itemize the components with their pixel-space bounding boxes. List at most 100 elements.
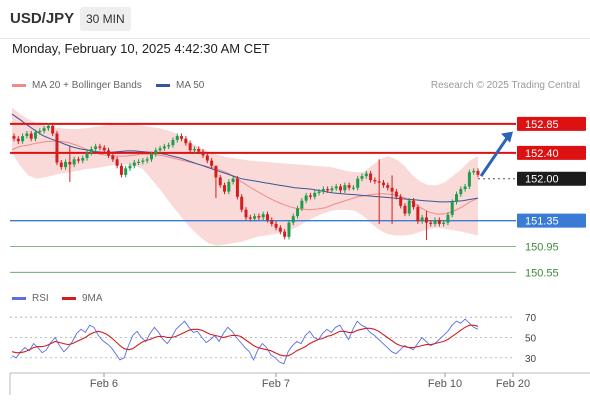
candle-body <box>265 214 269 221</box>
candle-body <box>145 159 149 161</box>
candle-body <box>184 138 188 144</box>
candle-body <box>394 191 398 197</box>
candle-body <box>386 185 390 188</box>
symbol-label: USD/JPY <box>10 10 75 27</box>
candle-body <box>231 178 235 182</box>
candle-body <box>94 146 98 150</box>
candle-body <box>89 149 93 153</box>
level-label-151-35: 151.35 <box>525 216 559 228</box>
candle-body <box>115 159 119 166</box>
candle-body <box>326 189 330 191</box>
candle-body <box>227 181 231 192</box>
candle-body <box>381 182 385 186</box>
candle-body <box>334 186 338 189</box>
candle-body <box>29 133 33 139</box>
candle-body <box>339 186 343 191</box>
candle-body <box>317 191 321 193</box>
candle-body <box>463 186 467 190</box>
candle-body <box>33 132 37 139</box>
candle-body <box>356 178 360 188</box>
legend-ma50: MA 50 <box>156 80 204 91</box>
candle-body <box>274 223 278 228</box>
candle-body <box>149 154 153 160</box>
candle-body <box>257 216 261 218</box>
candle-body <box>42 128 46 131</box>
forecast-arrow <box>479 131 513 177</box>
candle-body <box>124 168 128 175</box>
legend-rsi-label: RSI <box>32 293 49 304</box>
candle-body <box>76 159 80 161</box>
candle-body <box>175 136 179 140</box>
candle-body <box>313 192 317 197</box>
candle-body <box>223 185 227 192</box>
level-label-150-55: 150.55 <box>525 267 559 279</box>
candle-body <box>446 214 450 223</box>
candle-body <box>119 165 123 175</box>
candle-body <box>51 125 55 134</box>
candle-body <box>137 161 141 163</box>
timeframe-button[interactable]: 30 MIN <box>80 7 131 31</box>
candle-body <box>343 185 347 191</box>
candle-body <box>162 146 166 149</box>
chart-header: USD/JPY 30 MIN <box>0 0 590 39</box>
legend-ma50-label: MA 50 <box>176 80 205 91</box>
candle-body <box>59 162 63 168</box>
rsi-tick-30: 30 <box>525 354 537 365</box>
candle-body <box>188 143 192 151</box>
time-label-feb-20: Feb 20 <box>496 378 530 390</box>
candle-body <box>253 216 257 219</box>
level-label-152-00: 152.00 <box>525 174 559 186</box>
candle-body <box>412 200 416 208</box>
candle-body <box>210 160 214 166</box>
level-tag-151-35 <box>517 213 586 228</box>
candle-body <box>111 155 115 160</box>
rsi-line <box>11 318 479 365</box>
candle-body <box>287 222 291 237</box>
time-axis: Feb 6 Feb 7 Feb 10 Feb 20 <box>9 372 590 395</box>
candle-body <box>364 173 368 177</box>
candle-body <box>390 187 394 192</box>
candle-body <box>81 158 85 161</box>
candle-body <box>25 133 29 137</box>
candle-body <box>240 196 244 210</box>
legend-9ma-label: 9MA <box>82 293 103 304</box>
time-label-feb-7: Feb 7 <box>262 378 290 390</box>
candle-body <box>416 207 420 222</box>
ma9-swatch <box>62 296 76 300</box>
forecast-arrow-head <box>501 131 513 143</box>
rsi-swatch <box>12 296 26 300</box>
research-credit: Research © 2025 Trading Central <box>430 80 580 91</box>
legend-ma20: MA 20 + Bollinger Bands <box>12 80 142 91</box>
candle-body <box>351 187 355 189</box>
time-label-feb-6: Feb 6 <box>90 378 118 390</box>
candle-body <box>283 231 287 237</box>
candle-body <box>141 160 145 162</box>
candle-body <box>455 194 459 202</box>
candle-body <box>171 139 175 146</box>
level-tag-152-00 <box>517 171 586 186</box>
legend-ma20-label: MA 20 + Bollinger Bands <box>32 80 142 91</box>
candle-body <box>38 130 42 133</box>
ma50-swatch <box>156 83 170 87</box>
legend-rsi: RSI <box>12 293 49 304</box>
candle-body <box>304 195 308 201</box>
price-levels: 152.85 152.40 152.00 151.35 150.95 150.55 <box>10 116 586 279</box>
candle-body <box>291 216 295 223</box>
forecast-arrow-shaft <box>479 135 510 177</box>
rsi-panel: 70 50 30 <box>10 313 537 365</box>
candle-body <box>16 138 20 142</box>
candle-body <box>21 136 25 142</box>
candle-body <box>369 173 373 180</box>
candle-body <box>244 209 248 218</box>
candle-body <box>403 205 407 214</box>
candle-body <box>248 217 252 219</box>
candle-body <box>154 150 158 155</box>
candle-body <box>433 220 437 224</box>
level-tag-152-40 <box>517 145 586 160</box>
candle-body <box>407 200 411 214</box>
candle-body <box>192 149 196 151</box>
candle-body <box>85 152 89 159</box>
candle-body <box>46 125 50 129</box>
candle-body <box>205 155 209 161</box>
candle-body <box>459 189 463 195</box>
